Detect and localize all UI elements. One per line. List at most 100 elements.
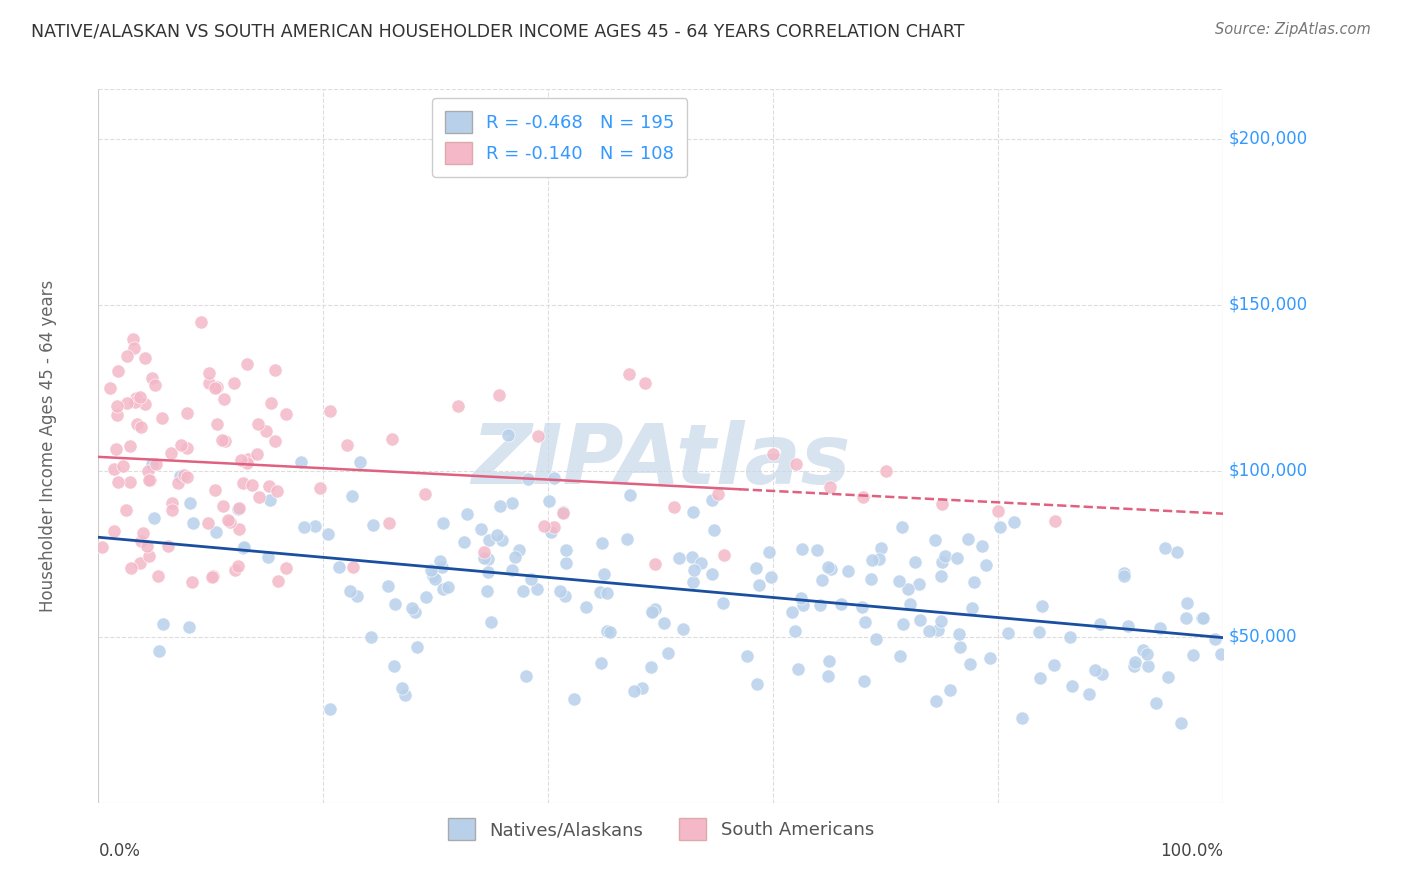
Point: [783, 624, 806, 638]
Point: [575, 600, 598, 615]
Point: [593, 567, 616, 582]
Point: [682, 574, 704, 589]
Point: [328, 560, 350, 574]
Point: [1091, 666, 1114, 681]
Point: [91, 540, 114, 554]
Point: [122, 341, 145, 355]
Point: [236, 456, 259, 470]
Point: [115, 349, 138, 363]
Point: [591, 535, 613, 549]
Text: $100,000: $100,000: [1229, 462, 1308, 480]
Point: [257, 549, 280, 564]
Point: [1011, 710, 1033, 724]
Point: [319, 404, 342, 418]
Point: [830, 598, 852, 612]
Text: 0.0%: 0.0%: [98, 842, 141, 860]
Point: [949, 640, 972, 654]
Point: [818, 655, 841, 669]
Point: [1112, 566, 1135, 581]
Point: [963, 575, 986, 590]
Point: [107, 364, 129, 378]
Point: [143, 511, 166, 525]
Point: [762, 447, 785, 461]
Point: [377, 579, 399, 593]
Point: [887, 574, 910, 588]
Point: [501, 496, 523, 510]
Point: [246, 447, 269, 461]
Point: [644, 558, 666, 572]
Point: [702, 493, 724, 508]
Point: [787, 662, 810, 676]
Point: [316, 527, 339, 541]
Point: [790, 591, 813, 605]
Point: [554, 589, 576, 603]
Point: [384, 597, 406, 611]
Point: [562, 691, 585, 706]
Point: [105, 399, 128, 413]
Point: [931, 497, 953, 511]
Text: $50,000: $50,000: [1229, 628, 1298, 646]
Point: [309, 481, 332, 495]
Point: [394, 688, 416, 702]
Point: [453, 535, 475, 549]
Point: [1031, 599, 1053, 613]
Point: [596, 586, 619, 600]
Point: [817, 560, 839, 574]
Point: [212, 392, 235, 406]
Point: [479, 615, 502, 630]
Point: [957, 532, 980, 546]
Point: [681, 549, 703, 564]
Legend: Natives/Alaskans, South Americans: Natives/Alaskans, South Americans: [440, 811, 882, 847]
Point: [118, 475, 141, 489]
Point: [391, 681, 413, 695]
Point: [641, 605, 664, 619]
Point: [264, 363, 287, 377]
Point: [512, 584, 534, 599]
Point: [501, 563, 523, 577]
Point: [491, 533, 513, 548]
Point: [173, 468, 195, 483]
Point: [1088, 617, 1111, 632]
Point: [934, 549, 956, 563]
Point: [548, 583, 571, 598]
Point: [702, 566, 724, 581]
Point: [204, 381, 226, 395]
Point: [806, 543, 828, 558]
Point: [131, 526, 153, 541]
Point: [176, 470, 198, 484]
Point: [211, 433, 233, 447]
Point: [851, 599, 873, 614]
Point: [349, 455, 371, 469]
Point: [537, 494, 560, 508]
Point: [527, 429, 550, 443]
Point: [589, 584, 612, 599]
Point: [496, 428, 519, 442]
Point: [889, 648, 911, 663]
Point: [139, 473, 162, 487]
Point: [875, 464, 897, 478]
Point: [711, 596, 734, 610]
Point: [682, 563, 704, 577]
Point: [668, 551, 690, 566]
Point: [125, 391, 148, 405]
Point: [103, 524, 125, 538]
Point: [267, 574, 290, 588]
Point: [853, 615, 876, 629]
Point: [228, 559, 250, 574]
Point: [860, 553, 883, 567]
Point: [554, 543, 576, 558]
Point: [959, 657, 981, 671]
Point: [260, 396, 283, 410]
Point: [198, 376, 221, 390]
Point: [1062, 679, 1084, 693]
Point: [1175, 611, 1198, 625]
Point: [118, 439, 141, 453]
Point: [148, 569, 170, 583]
Point: [925, 694, 948, 708]
Point: [540, 524, 562, 539]
Point: [931, 569, 953, 583]
Point: [134, 351, 156, 365]
Point: [138, 474, 160, 488]
Point: [904, 555, 927, 569]
Text: 100.0%: 100.0%: [1160, 842, 1223, 860]
